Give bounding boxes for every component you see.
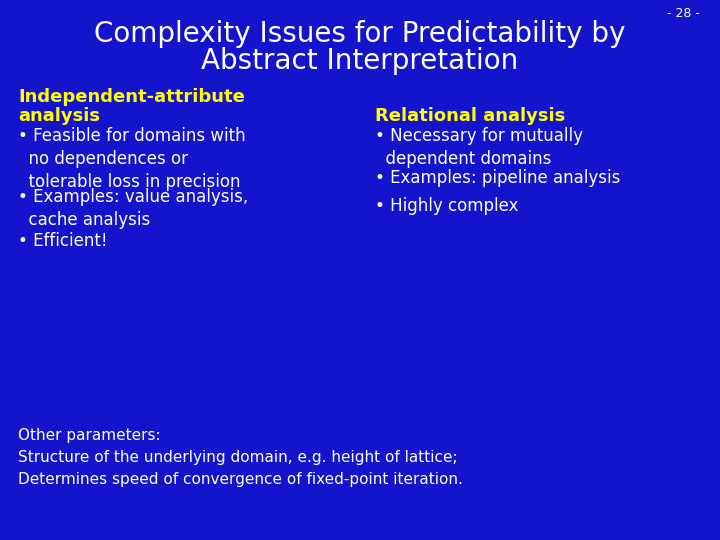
- Text: Structure of the underlying domain, e.g. height of lattice;: Structure of the underlying domain, e.g.…: [18, 450, 458, 465]
- Text: Independent-attribute: Independent-attribute: [18, 88, 245, 106]
- Text: Complexity Issues for Predictability by: Complexity Issues for Predictability by: [94, 20, 626, 48]
- Text: • Examples: pipeline analysis: • Examples: pipeline analysis: [375, 169, 621, 187]
- Text: • Necessary for mutually
  dependent domains: • Necessary for mutually dependent domai…: [375, 127, 583, 168]
- Text: Determines speed of convergence of fixed-point iteration.: Determines speed of convergence of fixed…: [18, 472, 463, 487]
- Text: Abstract Interpretation: Abstract Interpretation: [202, 47, 518, 75]
- Text: - 28 -: - 28 -: [667, 7, 700, 20]
- Text: • Efficient!: • Efficient!: [18, 232, 107, 250]
- Text: Other parameters:: Other parameters:: [18, 428, 161, 443]
- Text: • Examples: value analysis,
  cache analysis: • Examples: value analysis, cache analys…: [18, 188, 248, 229]
- Text: • Highly complex: • Highly complex: [375, 197, 518, 215]
- Text: Relational analysis: Relational analysis: [375, 107, 565, 125]
- Text: • Feasible for domains with
  no dependences or
  tolerable loss in precision: • Feasible for domains with no dependenc…: [18, 127, 246, 191]
- Text: analysis: analysis: [18, 107, 100, 125]
